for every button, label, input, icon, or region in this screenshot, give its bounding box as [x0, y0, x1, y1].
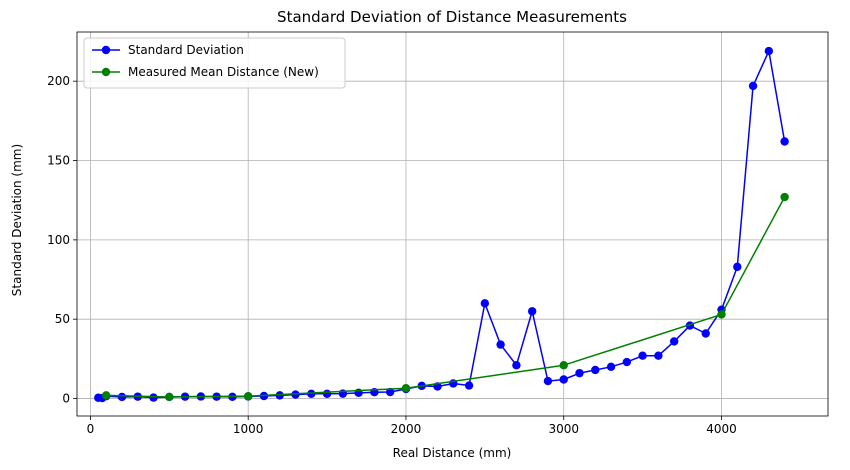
- data-point: [101, 391, 111, 400]
- x-axis-label: Real Distance (mm): [393, 446, 512, 460]
- legend-label: Standard Deviation: [128, 43, 244, 57]
- data-point: [512, 361, 521, 370]
- legend-label: Measured Mean Distance (New): [128, 65, 319, 79]
- x-tick-label: 1000: [233, 422, 264, 436]
- data-point: [149, 393, 158, 402]
- grid: [77, 32, 828, 416]
- data-point: [701, 329, 710, 338]
- series-1: [94, 46, 789, 403]
- data-point: [606, 362, 616, 372]
- y-tick-label: 50: [55, 312, 70, 326]
- x-tick-label: 2000: [391, 422, 422, 436]
- series-layer: [94, 46, 789, 403]
- data-point: [117, 392, 127, 402]
- data-point: [385, 387, 395, 397]
- data-point: [243, 391, 253, 401]
- data-point: [780, 192, 789, 202]
- data-point: [733, 262, 742, 272]
- y-tick-label: 200: [47, 74, 70, 88]
- x-tick-label: 3000: [548, 422, 579, 436]
- data-point: [559, 375, 568, 384]
- y-tick-label: 0: [62, 392, 70, 406]
- legend-box: [83, 37, 346, 89]
- chart-title: Standard Deviation of Distance Measureme…: [277, 8, 627, 26]
- data-point: [654, 351, 663, 360]
- plot-frame: [76, 31, 829, 417]
- data-point: [275, 391, 284, 400]
- data-point: [669, 337, 679, 346]
- y-tick-label: 150: [47, 154, 70, 168]
- series-line: [106, 196, 786, 398]
- data-point: [575, 368, 584, 378]
- y-tick-label: 100: [47, 233, 70, 247]
- data-point: [638, 351, 647, 360]
- data-point: [496, 340, 505, 349]
- y-axis-label: Standard Deviation (mm): [10, 144, 24, 296]
- data-point: [780, 137, 789, 146]
- ticks: 0 1000 2000 3000 4000 0 50 100 150 200: [47, 74, 737, 436]
- data-point: [165, 392, 174, 402]
- x-tick-label: 4000: [706, 422, 737, 436]
- x-tick-label: 0: [87, 422, 95, 436]
- data-point: [527, 307, 537, 316]
- data-point: [291, 390, 300, 399]
- data-point: [591, 365, 600, 375]
- data-point: [322, 389, 332, 398]
- data-point: [401, 384, 411, 393]
- data-point: [764, 46, 774, 56]
- series-2: [101, 192, 789, 402]
- data-point: [559, 361, 568, 370]
- data-point: [464, 381, 474, 390]
- data-point: [717, 310, 726, 319]
- legend-marker: [101, 45, 111, 55]
- legend-marker: [101, 67, 111, 77]
- legend-item: Standard Deviation: [92, 43, 244, 57]
- data-point: [748, 81, 758, 91]
- series-line: [98, 50, 786, 399]
- data-point: [307, 389, 316, 398]
- data-point: [543, 376, 553, 386]
- data-point: [480, 299, 490, 308]
- legend-item: Measured Mean Distance (New): [92, 65, 319, 79]
- legend: Standard Deviation Measured Mean Distance…: [83, 37, 346, 89]
- data-point: [622, 357, 632, 367]
